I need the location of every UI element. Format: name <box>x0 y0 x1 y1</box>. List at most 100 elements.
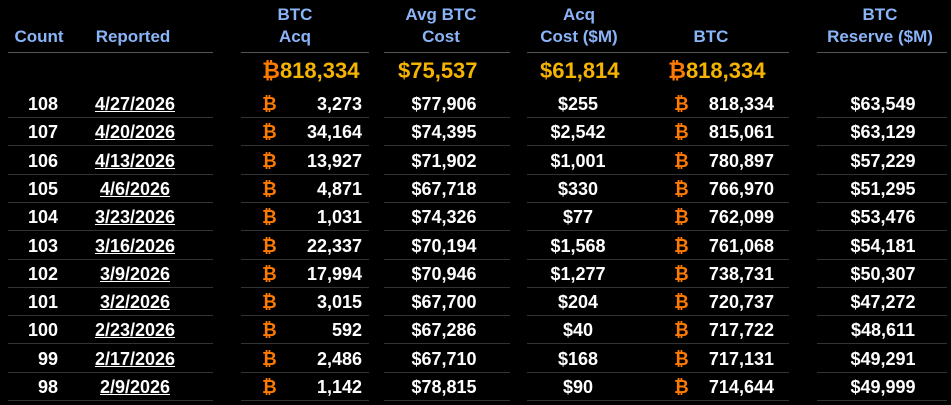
bitcoin-icon: ₿ <box>262 94 277 114</box>
row-reported-link[interactable]: 2/17/2026 <box>94 348 176 369</box>
table-row: 106 4/13/2026 ₿ 13,927 $71,902 $1,001 ₿ 780,897… <box>0 147 951 175</box>
header-acq-cost[interactable]: Acq Cost ($M) <box>530 0 628 52</box>
header-divider-avg-cost <box>384 52 510 53</box>
row-btc-acq: 13,927 <box>306 150 362 171</box>
bitcoin-icon: ₿ <box>674 292 689 313</box>
row-count: 105 <box>27 178 58 199</box>
row-divider <box>527 371 789 373</box>
header-acq-cost-line2: Cost ($M) <box>540 27 618 46</box>
bitcoin-icon: ₿ <box>674 122 689 143</box>
row-reserve: $63,129 <box>850 122 916 143</box>
row-count: 106 <box>27 150 58 171</box>
row-divider <box>527 315 789 317</box>
row-divider <box>384 117 510 118</box>
header-divider-acq-cost <box>527 52 789 53</box>
row-reported-link[interactable]: 3/9/2026 <box>99 263 171 284</box>
row-reported-link[interactable]: 3/2/2026 <box>99 292 171 313</box>
row-btc: 717,131 <box>708 348 774 369</box>
row-count: 98 <box>37 377 58 397</box>
row-btc-acq: 592 <box>331 320 362 341</box>
row-reported-link[interactable]: 3/16/2026 <box>94 235 176 256</box>
row-btc-acq: 1,142 <box>316 377 362 397</box>
row-divider <box>817 230 947 232</box>
row-reserve: $53,476 <box>850 207 916 228</box>
row-divider <box>527 230 789 232</box>
row-count: 102 <box>27 263 58 284</box>
table-row: 100 2/23/2026 ₿ 592 $67,286 $40 ₿ 717,722 $48,61… <box>0 316 951 345</box>
bitcoin-icon: ₿ <box>262 150 277 171</box>
row-acq-cost: $1,568 <box>550 235 606 256</box>
row-avg-cost: $77,906 <box>411 94 477 114</box>
header-acq-cost-line1: Acq <box>562 5 596 24</box>
row-reported-link[interactable]: 2/9/2026 <box>99 377 171 397</box>
row-divider <box>241 258 369 260</box>
row-btc-acq: 22,337 <box>306 235 362 256</box>
row-avg-cost: $67,710 <box>411 348 477 369</box>
row-acq-cost: $2,542 <box>550 122 606 143</box>
header-btc-acq[interactable]: BTC Acq <box>240 0 350 52</box>
bitcoin-icon: ₿ <box>674 178 689 199</box>
row-divider <box>817 145 947 147</box>
bitcoin-icon: ₿ <box>262 377 277 397</box>
row-reported-link[interactable]: 2/23/2026 <box>94 320 176 341</box>
header-reserve-line2: Reserve ($M) <box>827 27 933 46</box>
row-btc-acq: 3,015 <box>316 292 362 313</box>
header-btc-label: BTC <box>693 27 729 46</box>
bitcoin-icon: ₿ <box>262 207 277 228</box>
row-reported-link[interactable]: 4/27/2026 <box>94 94 176 114</box>
row-reported-link[interactable]: 4/20/2026 <box>94 122 176 143</box>
row-count: 103 <box>27 235 58 256</box>
row-acq-cost: $204 <box>557 292 599 313</box>
bitcoin-icon: ₿ <box>262 235 277 256</box>
row-divider <box>384 201 510 203</box>
row-divider <box>527 173 789 175</box>
row-reserve: $50,307 <box>850 263 916 284</box>
bitcoin-icon: ₿ <box>674 235 689 256</box>
bitcoin-icon: ₿ <box>262 348 277 369</box>
row-divider <box>241 145 369 147</box>
row-divider <box>8 315 213 317</box>
row-acq-cost: $330 <box>557 178 599 199</box>
row-reported-link[interactable]: 3/23/2026 <box>94 207 176 228</box>
row-acq-cost: $90 <box>562 377 594 397</box>
row-acq-cost: $1,277 <box>550 263 606 284</box>
row-divider <box>817 258 947 260</box>
row-avg-cost: $70,194 <box>411 235 477 256</box>
header-btc[interactable]: BTC <box>656 0 766 52</box>
table-row: 102 3/9/2026 ₿ 17,994 $70,946 $1,277 ₿ 738,731 $… <box>0 260 951 288</box>
row-divider <box>527 258 789 260</box>
total-acq-cost: $61,814 <box>540 58 620 83</box>
header-avg-cost-line1: Avg BTC <box>405 5 477 24</box>
row-btc: 738,731 <box>708 263 774 284</box>
header-count-label: Count <box>14 27 64 46</box>
row-reported-link[interactable]: 4/6/2026 <box>99 178 171 199</box>
table-row: 108 4/27/2026 ₿ 3,273 $77,906 $255 ₿ 818,334 $63… <box>0 90 951 118</box>
row-divider <box>817 201 947 203</box>
row-divider <box>817 286 947 288</box>
table-row: 104 3/23/2026 ₿ 1,031 $74,326 $77 ₿ 762,099 $53,… <box>0 203 951 232</box>
row-divider <box>384 145 510 147</box>
row-btc-acq: 34,164 <box>306 122 362 143</box>
row-count: 101 <box>27 292 58 313</box>
row-reported-link[interactable]: 4/13/2026 <box>94 150 176 171</box>
row-divider <box>8 371 213 373</box>
header-avg-cost[interactable]: Avg BTC Cost <box>388 0 494 52</box>
row-divider <box>8 230 213 232</box>
row-btc: 815,061 <box>708 122 774 143</box>
row-divider <box>817 371 947 373</box>
header-divider-reserve <box>817 52 947 53</box>
row-btc: 761,068 <box>708 235 774 256</box>
row-btc: 714,644 <box>708 377 774 397</box>
row-btc: 818,334 <box>708 94 774 114</box>
header-reserve-line1: BTC <box>862 5 898 24</box>
header-count[interactable]: Count <box>6 0 72 52</box>
header-reported[interactable]: Reported <box>80 0 186 52</box>
row-divider <box>241 230 369 232</box>
row-avg-cost: $78,815 <box>411 377 477 397</box>
header-reserve[interactable]: BTC Reserve ($M) <box>812 0 948 52</box>
row-avg-cost: $70,946 <box>411 263 477 284</box>
bitcoin-icon: ₿ <box>674 348 689 369</box>
row-divider <box>384 371 510 373</box>
row-btc: 780,897 <box>708 150 774 171</box>
row-divider <box>527 286 789 288</box>
